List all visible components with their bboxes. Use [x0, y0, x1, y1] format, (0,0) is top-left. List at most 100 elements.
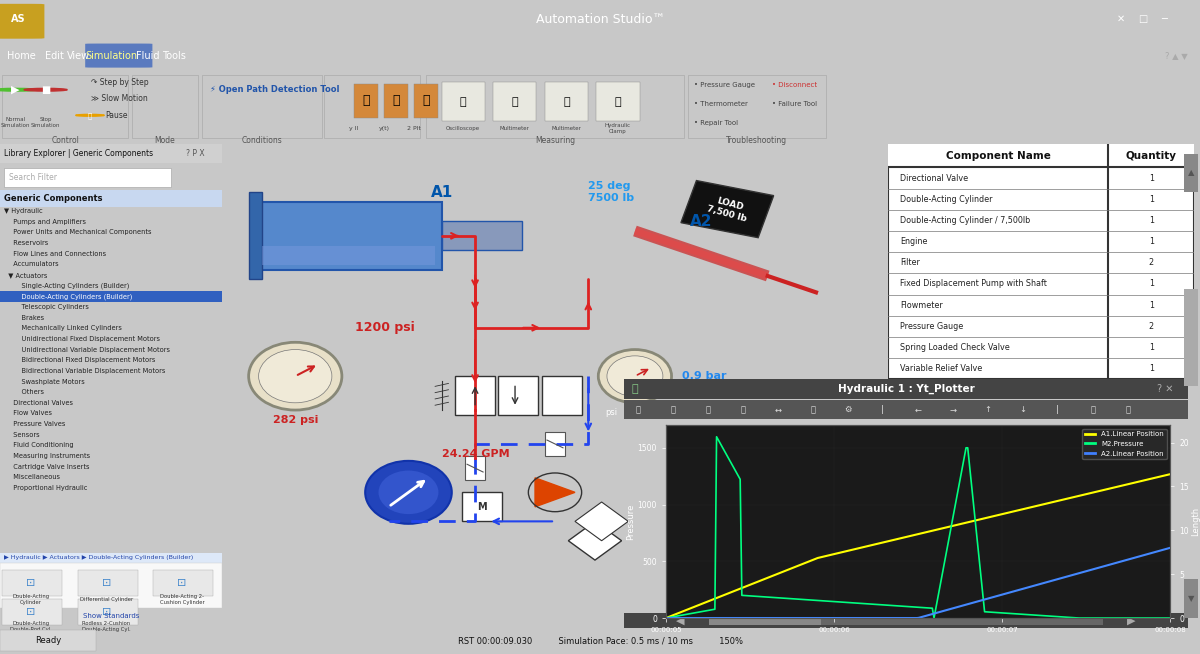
M2.Pressure [1163, 614, 1177, 622]
Text: Fluid: Fluid [136, 50, 160, 61]
Text: ↔: ↔ [774, 405, 781, 415]
Circle shape [607, 356, 662, 396]
Text: ? ▲ ▼: ? ▲ ▼ [1165, 51, 1188, 60]
Text: Unidirectional Variable Displacement Motors: Unidirectional Variable Displacement Mot… [13, 347, 170, 353]
Text: Measuring: Measuring [535, 137, 575, 145]
Bar [0, 144, 222, 164]
Polygon shape [575, 502, 629, 541]
Text: 1: 1 [1148, 343, 1153, 352]
Text: Show Standards: Show Standards [83, 613, 139, 619]
Text: Double-Acting Cylinder / 7,500lb: Double-Acting Cylinder / 7,500lb [900, 216, 1031, 225]
Bar [202, 75, 322, 138]
Text: 🔍: 🔍 [740, 405, 745, 415]
Text: ⏸: ⏸ [88, 112, 92, 118]
Text: Multimeter: Multimeter [552, 126, 581, 131]
Text: →: → [949, 405, 956, 415]
Text: Single-Acting Cylinders (Builder): Single-Acting Cylinders (Builder) [13, 283, 130, 289]
A2.Linear Position [1163, 544, 1177, 552]
Line: A1.Linear Position: A1.Linear Position [666, 474, 1170, 618]
Circle shape [248, 342, 342, 410]
Text: ⊡: ⊡ [102, 578, 112, 589]
Text: 2: 2 [1148, 322, 1153, 331]
A1.Linear Position [1084, 489, 1098, 497]
Text: LOAD
7,500 lb: LOAD 7,500 lb [706, 194, 750, 224]
Text: ⊡: ⊡ [26, 578, 36, 589]
Bar [493, 82, 536, 122]
FancyBboxPatch shape [85, 44, 152, 67]
Text: Fluid Conditioning: Fluid Conditioning [8, 442, 73, 449]
Text: Simulation: Simulation [85, 50, 138, 61]
Text: Filter: Filter [900, 258, 920, 267]
Bar [624, 400, 1188, 419]
Circle shape [599, 349, 672, 403]
Text: 🏠: 🏠 [392, 94, 400, 107]
Bar [262, 245, 436, 265]
Text: ⚡ Open Path Detection Tool: ⚡ Open Path Detection Tool [210, 85, 340, 94]
Text: ? ✕: ? ✕ [1157, 385, 1174, 394]
Text: 🏠: 🏠 [362, 94, 370, 107]
A2.Linear Position [958, 601, 972, 609]
Text: ⏸: ⏸ [636, 405, 641, 415]
Text: RST 00:00:09.030          Simulation Pace: 0.5 ms / 10 ms          150%: RST 00:00:09.030 Simulation Pace: 0.5 ms… [457, 636, 743, 645]
Bar [1183, 579, 1198, 618]
Text: 1200 psi: 1200 psi [355, 321, 415, 334]
Text: Rodless 2-Cushion
Double-Acting Cyl.: Rodless 2-Cushion Double-Acting Cyl. [83, 621, 131, 632]
Circle shape [24, 88, 67, 91]
Text: y II: y II [349, 126, 359, 131]
Bar [5, 168, 170, 188]
Text: ⊡: ⊡ [178, 578, 187, 589]
Text: 📊: 📊 [511, 97, 518, 107]
A1.Linear Position [1116, 481, 1130, 489]
Text: ■: ■ [41, 85, 50, 95]
Y-axis label: Pressure: Pressure [626, 504, 635, 540]
Text: ? P X: ? P X [186, 149, 205, 158]
Text: 0.9 bar: 0.9 bar [682, 371, 726, 381]
Bar [0, 291, 222, 301]
Text: Spring Loaded Check Valve: Spring Loaded Check Valve [900, 343, 1010, 352]
Text: |: | [882, 405, 884, 415]
A1.Linear Position [660, 613, 674, 621]
Text: 1: 1 [1148, 195, 1153, 203]
Text: □: □ [1138, 14, 1147, 24]
Bar [708, 615, 821, 625]
Bar [414, 84, 438, 118]
Text: Directional Valves: Directional Valves [8, 400, 73, 405]
Text: • Thermometer: • Thermometer [694, 101, 748, 107]
Bar [462, 492, 502, 521]
Text: Pause: Pause [106, 111, 128, 120]
Text: Troubleshooting: Troubleshooting [726, 137, 787, 145]
Text: ⏩: ⏩ [671, 405, 676, 415]
Bar [384, 84, 408, 118]
Text: Flow Valves: Flow Valves [8, 411, 52, 417]
M2.Pressure [659, 614, 673, 622]
M2.Pressure [1085, 614, 1099, 622]
Bar [455, 376, 496, 415]
Text: ▼ Actuators: ▼ Actuators [5, 272, 48, 278]
Text: 📊: 📊 [614, 97, 622, 107]
Bar [442, 221, 522, 250]
Bar [0, 190, 222, 207]
Bar [0, 630, 96, 651]
Text: Stop
Simulation: Stop Simulation [31, 118, 60, 128]
Bar [2, 599, 62, 625]
Text: AS: AS [11, 14, 25, 24]
Text: 🔄: 🔄 [632, 385, 638, 394]
Text: 📋: 📋 [1090, 405, 1096, 415]
Y-axis label: Length: Length [1192, 507, 1200, 536]
Text: ▲: ▲ [1188, 169, 1194, 177]
Line: A2.Linear Position: A2.Linear Position [666, 548, 1170, 618]
Text: Proportional Hydraulic: Proportional Hydraulic [8, 485, 88, 491]
Text: Double-Acting Cylinders (Builder): Double-Acting Cylinders (Builder) [13, 293, 133, 300]
M2.Pressure [709, 433, 724, 441]
Text: 1: 1 [1148, 364, 1153, 373]
Text: Power Units and Mechanical Components: Power Units and Mechanical Components [8, 230, 151, 235]
Text: A1: A1 [431, 185, 452, 199]
Text: ▶ Hydraulic ▶ Actuators ▶ Double-Acting Cylinders (Builder): ▶ Hydraulic ▶ Actuators ▶ Double-Acting … [5, 555, 193, 560]
Text: ▼ Hydraulic: ▼ Hydraulic [5, 208, 43, 214]
A1.Linear Position [1163, 470, 1177, 478]
Text: Pressure Valves: Pressure Valves [8, 421, 65, 427]
Bar [0, 553, 222, 562]
Text: 1: 1 [1148, 237, 1153, 246]
Bar [2, 570, 62, 596]
A1.Linear Position [659, 614, 673, 622]
